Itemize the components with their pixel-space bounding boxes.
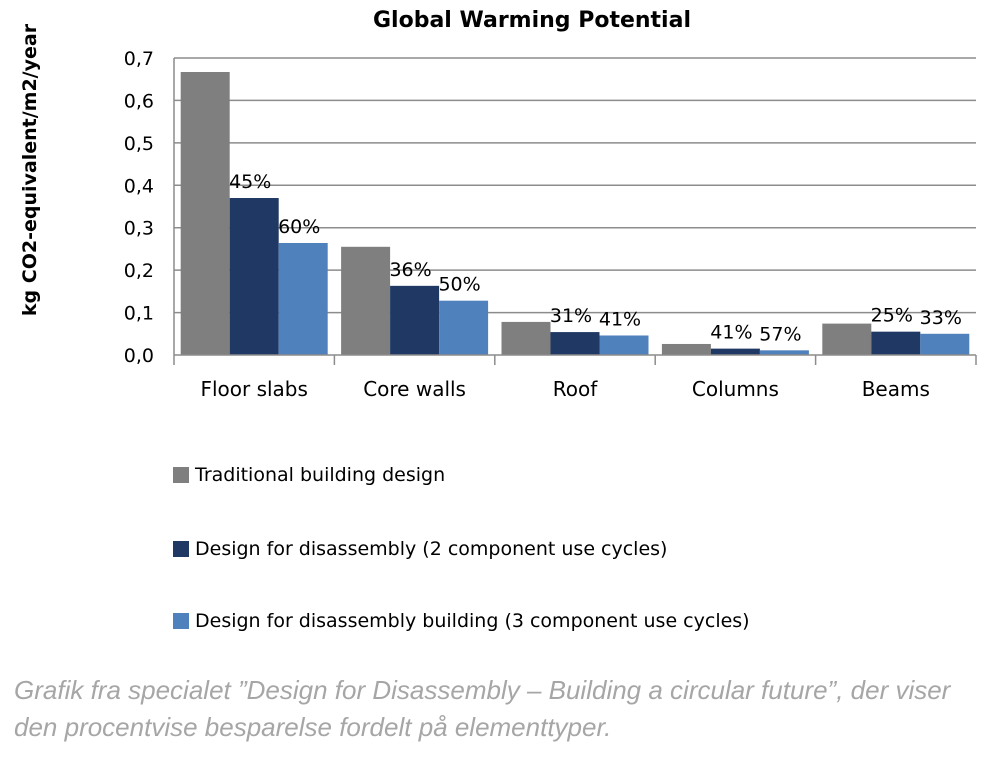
bar [871,331,921,355]
bar [599,335,649,355]
category-label: Floor slabs [200,377,307,401]
y-tick-label: 0,1 [124,303,154,325]
legend-swatch [173,613,189,629]
x-axis [173,58,977,365]
legend-label: Design for disassembly building (3 compo… [195,610,750,632]
y-tick-label: 0,2 [124,260,154,282]
figure-caption: Grafik fra specialet ”Design for Disasse… [14,675,951,742]
bar [710,348,760,355]
bar [390,285,440,355]
bar [501,321,551,355]
chart-title: Global Warming Potential [373,8,691,33]
category-label: Beams [862,377,930,401]
y-tick-label: 0,7 [124,48,154,70]
legend-swatch [173,541,189,557]
bar [661,343,711,355]
data-label: 41% [710,322,752,344]
legend-label: Design for disassembly (2 component use … [195,538,667,560]
y-tick-label: 0,0 [124,345,154,367]
bar [180,72,230,355]
y-tick-label: 0,5 [124,133,154,155]
category-label: Roof [553,377,598,401]
bar [439,300,489,355]
data-label: 41% [599,308,641,330]
bars [180,72,970,355]
chart: Global Warming Potential kg CO2-equivale… [19,8,977,632]
bar [341,246,391,355]
data-label: 57% [759,323,801,345]
legend-label: Traditional building design [194,464,445,486]
legend: Traditional building design Design for di… [173,464,750,632]
bar [229,198,279,355]
y-tick-label: 0,4 [124,175,154,197]
bar [278,242,328,355]
bar [822,323,872,355]
data-label: 25% [871,305,913,327]
data-label: 50% [438,274,480,296]
bar [920,333,970,355]
data-label: 31% [550,305,592,327]
data-labels: 45% 60% 36% 50% 31% 41% 41% 57% 25% 33% [229,171,962,345]
data-label: 60% [278,216,320,238]
category-label: Core walls [363,377,466,401]
category-labels: Floor slabs Core walls Roof Columns Beams [200,377,929,401]
data-label: 45% [229,171,271,193]
y-axis-ticks: 0,0 0,1 0,2 0,3 0,4 0,5 0,6 0,7 [124,48,154,367]
y-tick-label: 0,6 [124,90,154,112]
bar [759,350,809,355]
data-label: 36% [389,259,431,281]
legend-swatch [173,467,189,483]
y-axis-label: kg CO2-equivalent/m2/year [19,23,41,316]
y-tick-label: 0,3 [124,218,154,240]
category-label: Columns [692,377,779,401]
bar [550,332,600,355]
data-label: 33% [920,307,962,329]
